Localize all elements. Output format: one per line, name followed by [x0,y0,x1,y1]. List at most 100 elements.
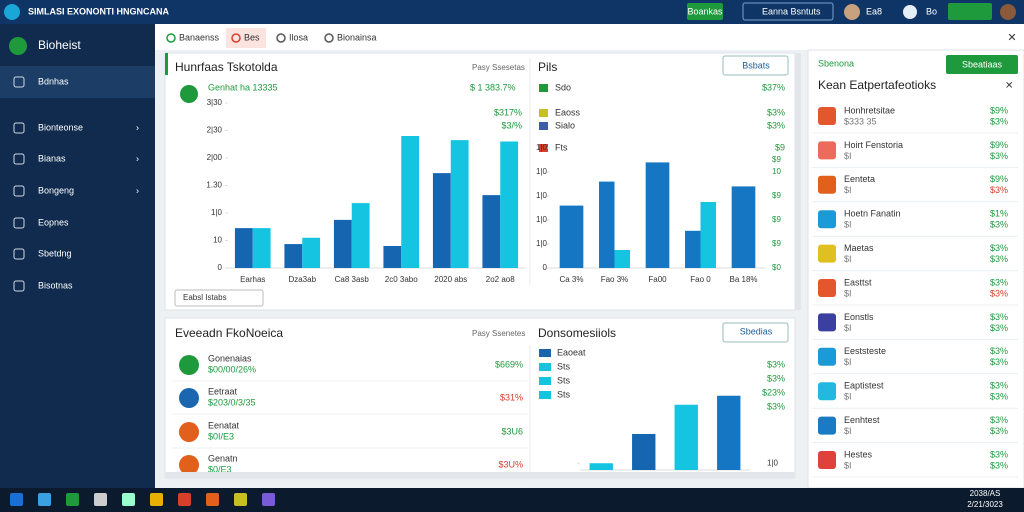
row-icon [179,355,199,375]
avatar[interactable] [1000,4,1016,20]
x-tick-label: Fao 0 [690,275,711,284]
section-title: Pils [538,60,557,74]
section-button-label[interactable]: Bsbats [742,60,770,70]
taskbar-icon[interactable] [94,493,107,506]
side-panel-button-label[interactable]: Sbeatiaas [962,59,1003,69]
list-title[interactable]: Maetas [844,243,874,253]
x-tick-label: Fao 3% [601,275,629,284]
list-value: $3% [990,220,1008,230]
section-button[interactable] [722,322,789,343]
list-title[interactable]: Eenteta [844,174,875,184]
y-tick-label: 0 [218,263,223,272]
tab-icon [166,33,176,43]
top-button-label[interactable]: Boankas [687,6,723,16]
sidebar-item[interactable]: Sbetdng [38,248,72,258]
dropdown[interactable] [742,2,834,21]
close-icon[interactable]: ✕ [1007,32,1016,44]
tab[interactable]: Bionainsa [337,32,377,42]
section-button[interactable] [722,55,789,76]
list-sub: $I [844,426,852,436]
list-title[interactable]: Eenhtest [844,415,880,425]
side-panel-button[interactable] [946,55,1018,74]
legend-swatch [539,391,551,399]
list-value: $3% [990,392,1008,402]
list-title[interactable]: Eonstls [844,312,874,322]
list-title[interactable]: Eeststeste [844,346,886,356]
scrollbar[interactable] [795,53,801,310]
x-tick-label: Ca8 3asb [335,275,370,284]
taskbar-icon[interactable] [66,493,79,506]
y-tick-label: 2|00 [207,153,223,162]
list-title[interactable]: Eaptistest [844,381,884,391]
avatar[interactable] [903,5,917,19]
sidebar-item[interactable]: Bisotnas [38,280,73,290]
list-value: $3% [990,460,1008,470]
taskbar-icon[interactable] [262,493,275,506]
list-value: $3% [990,426,1008,436]
sidebar-logo [9,37,27,55]
filter-dropdown-label[interactable]: Eabsl Istabs [183,293,227,302]
bar [351,203,370,268]
sidebar-header: Bioheist [38,38,81,52]
sidebar-item[interactable]: Bianas [38,153,66,163]
sidebar-item[interactable]: Bdnhas [38,76,69,86]
bar [559,205,584,268]
sidebar-item[interactable]: Bongeng [38,185,74,195]
note: $3/% [501,120,522,130]
taskbar-icon[interactable] [122,493,135,506]
legend-swatch [539,109,548,117]
close-icon[interactable]: ✕ [1005,81,1013,92]
sidebar-icon [13,280,25,292]
list-title[interactable]: Honhretsitae [844,105,895,115]
taskbar-icon[interactable] [206,493,219,506]
y-tick-label: 1.30 [206,181,222,190]
list-title[interactable]: Easttst [844,277,872,287]
dropdown-label[interactable]: Eanna Bsntuts [762,6,821,16]
tab[interactable]: Banaenss [179,32,220,42]
x-tick-label: 2020 abs [434,275,467,284]
list-value: $3% [990,277,1008,287]
list-title[interactable]: Hestes [844,449,873,459]
row-sub: $203/0/3/35 [208,397,256,407]
panel-title: Hunrfaas Tskotolda [175,60,278,74]
list-sub: $I [844,392,852,402]
legend-swatch [539,144,548,152]
legend-value: $3% [767,373,785,383]
bar [500,141,519,268]
filter-dropdown[interactable] [174,289,264,307]
list-title[interactable]: Hoirt Fenstoria [844,140,903,150]
scrollbar[interactable] [165,472,795,478]
y2-tick-label: $9 [772,155,781,164]
row-label: Eetraat [208,386,238,396]
y-tick-label: 1|0 [536,167,548,176]
sidebar-item[interactable]: Bionteonse [38,122,83,132]
taskbar-icon[interactable] [234,493,247,506]
legend-swatch [539,122,548,130]
list-sub: $333 35 [844,116,877,126]
taskbar-icon[interactable] [150,493,163,506]
list-sub: $I [844,460,852,470]
y-tick-label: 2|30 [207,126,223,135]
list-sub: $I [844,288,852,298]
taskbar-icon[interactable] [38,493,51,506]
avatar[interactable] [844,4,860,20]
y-tick-label: 3|30 [207,98,223,107]
y-tick-label: 1|0 [536,239,548,248]
row-value: $3U6 [501,426,523,436]
section-button-label[interactable]: Sbedias [740,326,773,336]
legend-value: $9 [775,142,785,152]
list-value: $3% [990,415,1008,425]
list-sub: $I [844,185,852,195]
app-title: SIMLASI EXONONTI HNGNCANA [28,6,170,16]
action-button[interactable] [948,3,992,20]
panel-meta: Pasy Ssenetes [472,329,525,338]
sidebar-item[interactable]: Eopnes [38,217,69,227]
x-tick-label: Ca 3% [559,275,583,284]
taskbar-icon[interactable] [178,493,191,506]
legend-label: Eaoss [555,107,581,117]
top-button[interactable] [687,3,723,20]
taskbar-icon[interactable] [10,493,23,506]
tab[interactable]: Bes [244,32,260,42]
list-title[interactable]: Hoetn Fanatin [844,209,901,219]
tab[interactable]: Ilosa [289,32,308,42]
